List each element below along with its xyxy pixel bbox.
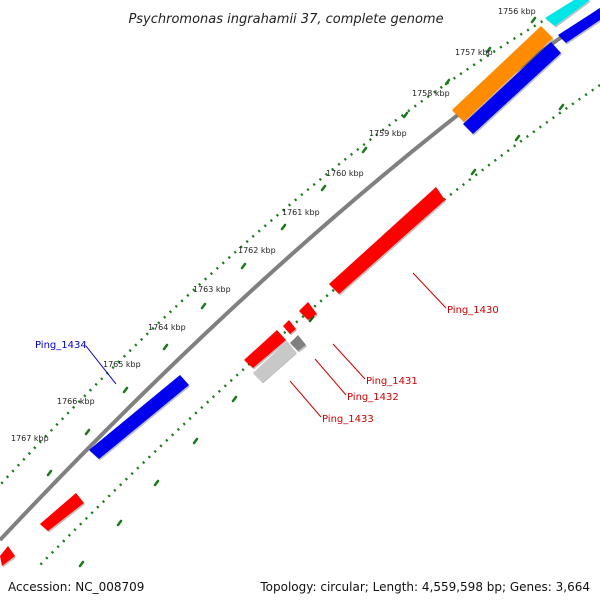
tick-label: 1761 kbp xyxy=(282,208,320,217)
gc-track-inner xyxy=(39,83,600,566)
tick-labels: 1756 kbp 1757 kbp 1758 kbp 1759 kbp 1760… xyxy=(11,7,536,443)
topology-text: Topology: circular; Length: 4,559,598 bp… xyxy=(260,580,590,594)
label-ping-1433[interactable]: Ping_1433 xyxy=(322,414,374,425)
gene-ping-1431[interactable] xyxy=(299,302,317,320)
accession-text: Accession: NC_008709 xyxy=(8,580,145,594)
gene-features xyxy=(0,0,600,566)
gc-track-outer xyxy=(0,3,571,486)
label-leaders xyxy=(85,272,447,418)
gene-labels: Ping_1430 Ping_1431 Ping_1432 Ping_1433 … xyxy=(35,305,499,425)
tick-label: 1762 kbp xyxy=(238,246,276,255)
gene-red-lower[interactable] xyxy=(40,493,84,531)
gene-blue-top[interactable] xyxy=(558,8,600,43)
gene-red-bottom[interactable] xyxy=(0,546,15,566)
gene-blue-mid[interactable] xyxy=(463,42,561,134)
gene-cyan-top[interactable] xyxy=(545,0,590,26)
tick-label: 1767 kbp xyxy=(11,434,49,443)
label-ping-1434[interactable]: Ping_1434 xyxy=(35,340,87,351)
tick-label: 1758 kbp xyxy=(412,89,450,98)
leader-ping-1431 xyxy=(332,343,366,380)
tick-marks-inner xyxy=(78,103,565,568)
tick-label: 1763 kbp xyxy=(193,285,231,294)
leader-ping-1432 xyxy=(314,358,347,396)
leader-ping-1430 xyxy=(412,272,447,309)
label-ping-1432[interactable]: Ping_1432 xyxy=(347,392,399,403)
tick-label: 1765 kbp xyxy=(103,360,141,369)
tick-label: 1760 kbp xyxy=(326,169,364,178)
map-title: Psychromonas ingrahamii 37, complete gen… xyxy=(128,12,443,27)
tick-label: 1764 kbp xyxy=(148,323,186,332)
tick-label: 1766 kbp xyxy=(57,397,95,406)
label-ping-1431[interactable]: Ping_1431 xyxy=(366,376,418,387)
gene-ping-1433[interactable] xyxy=(253,341,296,382)
tick-label: 1756 kbp xyxy=(498,7,536,16)
leader-ping-1434 xyxy=(85,345,117,385)
gene-ping-1434[interactable] xyxy=(89,375,189,459)
gene-ping-1432[interactable] xyxy=(283,320,296,334)
gene-orange[interactable] xyxy=(452,26,553,122)
tick-marks-outer xyxy=(46,16,537,477)
tick-label: 1759 kbp xyxy=(369,129,407,138)
gene-gray-small[interactable] xyxy=(290,335,306,351)
label-ping-1430[interactable]: Ping_1430 xyxy=(447,305,499,316)
leader-ping-1433 xyxy=(289,380,322,418)
gene-ping-1430[interactable] xyxy=(329,187,445,294)
tick-label: 1757 kbp xyxy=(455,48,493,57)
gene-red-small[interactable] xyxy=(244,330,286,368)
